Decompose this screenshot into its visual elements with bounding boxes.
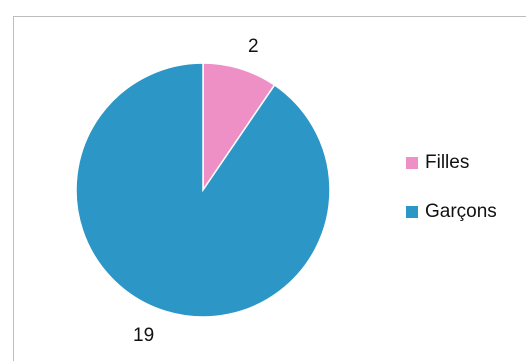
legend-swatch-filles [406,157,418,169]
legend-swatch-garcons [406,206,418,218]
legend-label-garcons: Garçons [425,201,497,222]
legend-item-garcons: Garçons [406,199,497,225]
legend-label-filles: Filles [425,152,470,173]
pie-slice-garcons [75,62,331,318]
pie-slice-filles [202,62,276,193]
chart-frame [13,16,526,361]
legend: Filles Garçons [406,150,497,248]
data-label-garcons: 19 [133,325,155,346]
data-label-filles: 2 [248,36,259,57]
legend-item-filles: Filles [406,150,497,176]
